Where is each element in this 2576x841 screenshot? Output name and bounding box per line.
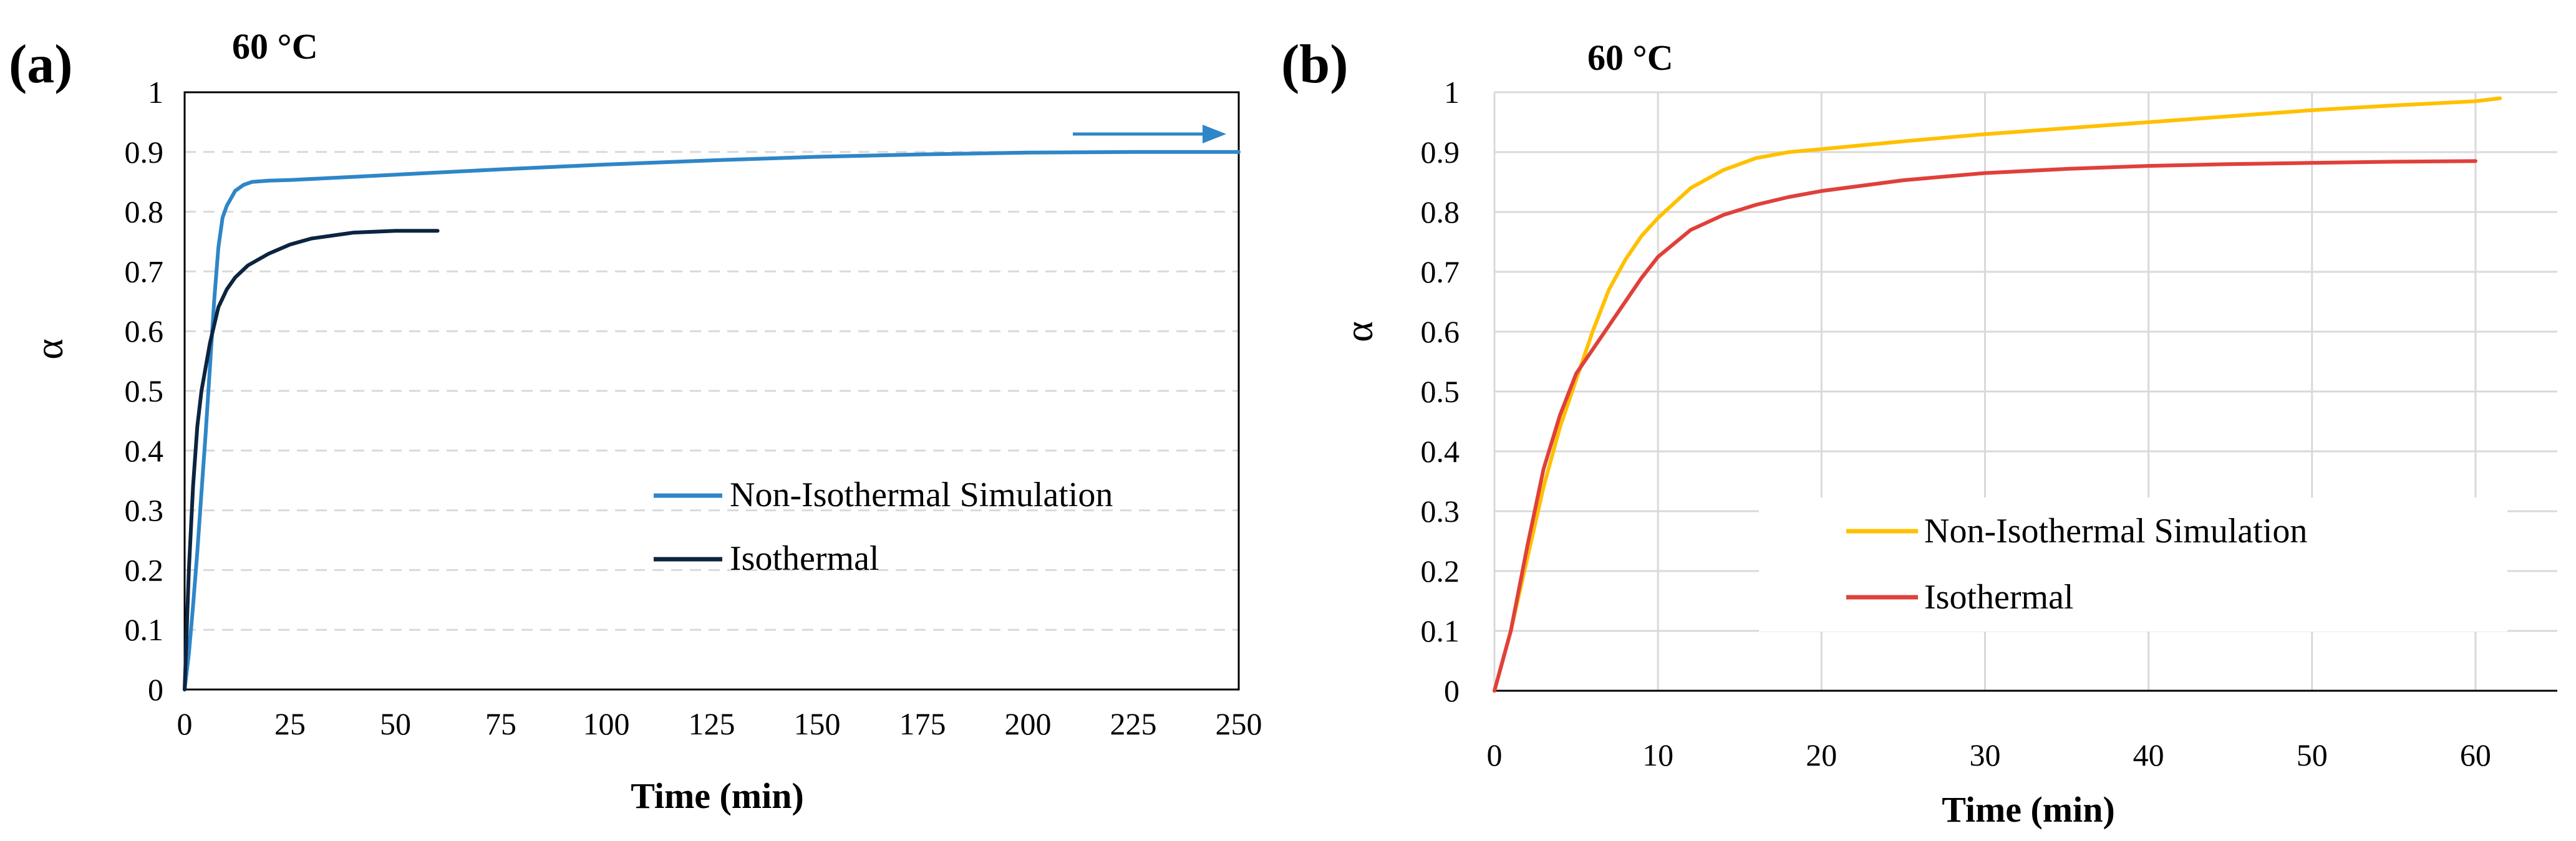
- panel-b-x-tick-0: 0: [1487, 738, 1503, 772]
- panel-a-x-tick-8: 200: [1005, 706, 1052, 741]
- panel-a-y-tick-1: 0.1: [125, 612, 164, 647]
- panel-b-legend: Non-Isothermal Simulation Isothermal: [1846, 512, 2307, 617]
- panel-a-plot-frame: [183, 91, 1240, 691]
- panel-a-x-tick-labels: 0 25 50 75 100 125 150 175 200 225 250: [177, 706, 1262, 741]
- panel-b-label: (b): [1281, 34, 1349, 95]
- panel-b-x-axis-title: Time (min): [1942, 789, 2115, 830]
- panel-b-y-tick-2: 0.2: [1421, 554, 1460, 589]
- panel-a-y-tick-6: 0.6: [125, 314, 164, 348]
- panel-a-y-tick-labels: 0 0.1 0.2 0.3 0.4 0.5 0.6 0.7 0.8 0.9 1: [125, 75, 164, 707]
- panel-b-y-tick-8: 0.8: [1421, 195, 1460, 229]
- panel-a-y-tick-3: 0.3: [125, 493, 164, 528]
- panel-a-y-tick-10: 1: [148, 75, 163, 110]
- panel-a-x-tick-9: 225: [1110, 706, 1157, 741]
- panel-b-y-tick-7: 0.7: [1421, 254, 1460, 289]
- panel-a-x-tick-5: 125: [689, 706, 735, 741]
- panel-a-x-tick-7: 175: [899, 706, 946, 741]
- panel-a-x-axis-title: Time (min): [631, 776, 804, 816]
- panel-b-x-tick-4: 40: [2133, 738, 2164, 772]
- panel-b-y-tick-0: 0: [1444, 673, 1460, 708]
- panel-a-x-tick-0: 0: [177, 706, 193, 741]
- panel-b-y-tick-labels: 0 0.1 0.2 0.3 0.4 0.5 0.6 0.7 0.8 0.9 1: [1421, 75, 1460, 708]
- panel-b-legend-background: [1759, 497, 2507, 632]
- panel-b-x-tick-labels: 0 10 20 30 40 50 60: [1487, 738, 2491, 772]
- panel-a-series-isothermal-line: [183, 229, 440, 691]
- panel-b-legend-label-noniso: Non-Isothermal Simulation: [1924, 512, 2307, 550]
- panel-b-temperature-label: 60 °C: [1587, 37, 1673, 78]
- panel-a-legend-label-noniso: Non-Isothermal Simulation: [730, 476, 1113, 514]
- panel-a-y-tick-0: 0: [148, 672, 163, 707]
- panel-b-series-lines: [1493, 96, 2502, 693]
- panel-b-y-tick-5: 0.5: [1421, 374, 1460, 409]
- panel-b-x-tick-3: 30: [1969, 738, 2000, 772]
- panel-a-series-non-isothermal-line: [183, 150, 1241, 691]
- panel-b-y-tick-4: 0.4: [1421, 434, 1460, 469]
- panel-a-continuation-arrow: [1073, 125, 1226, 143]
- panel-a-x-tick-1: 25: [274, 706, 306, 741]
- panel-b-x-tick-6: 60: [2460, 738, 2491, 772]
- panel-b-y-axis-title: α: [1337, 321, 1381, 342]
- panel-a-x-tick-4: 100: [583, 706, 630, 741]
- panel-a-y-tick-9: 0.9: [125, 135, 164, 170]
- panel-a-temperature-label: 60 °C: [232, 26, 318, 67]
- panel-a-x-tick-3: 75: [485, 706, 516, 741]
- panel-b-x-tick-5: 50: [2297, 738, 2328, 772]
- panel-b-y-tick-9: 0.9: [1421, 135, 1460, 170]
- panel-a-gridlines: [185, 91, 1239, 631]
- panel-a-y-tick-2: 0.2: [125, 552, 164, 587]
- panel-a-legend-label-iso: Isothermal: [730, 539, 879, 578]
- panel-b-x-tick-2: 20: [1806, 738, 1837, 772]
- panel-a-y-tick-8: 0.8: [125, 195, 164, 229]
- panel-a-y-tick-7: 0.7: [125, 254, 164, 289]
- panel-a-y-axis-title: α: [27, 339, 71, 360]
- panel-b-y-tick-3: 0.3: [1421, 494, 1460, 529]
- panel-a-label: (a): [9, 34, 73, 95]
- panel-a-y-tick-5: 0.5: [125, 373, 164, 408]
- panel-b-series-isothermal-line: [1493, 159, 2477, 693]
- panel-a-legend: Non-Isothermal Simulation Isothermal: [654, 476, 1113, 578]
- panel-a-x-tick-6: 150: [794, 706, 841, 741]
- panel-a-y-tick-4: 0.4: [125, 433, 164, 468]
- panel-b-x-tick-1: 10: [1642, 738, 1673, 772]
- panel-a-x-tick-10: 250: [1216, 706, 1262, 741]
- panel-b-y-tick-6: 0.6: [1421, 314, 1460, 349]
- panel-a-series-lines: [183, 150, 1241, 691]
- panel-b-chart: (b) 60 °C α 0 0.1 0.2 0.3 0.4 0.5 0.6 0.7 0.8 0.9…: [1281, 34, 2557, 830]
- panel-a-chart: (a) 60 °C α 0 0.1 0.2 0.3 0.4 0.5 0.6 0.7 0.8 0.9…: [9, 26, 1262, 816]
- panel-b-series-non-isothermal-line: [1493, 96, 2502, 693]
- panel-b-y-tick-1: 0.1: [1421, 613, 1460, 648]
- panel-b-y-tick-10: 1: [1444, 75, 1460, 110]
- panel-b-legend-label-iso: Isothermal: [1924, 578, 2073, 617]
- panel-a-x-tick-2: 50: [380, 706, 411, 741]
